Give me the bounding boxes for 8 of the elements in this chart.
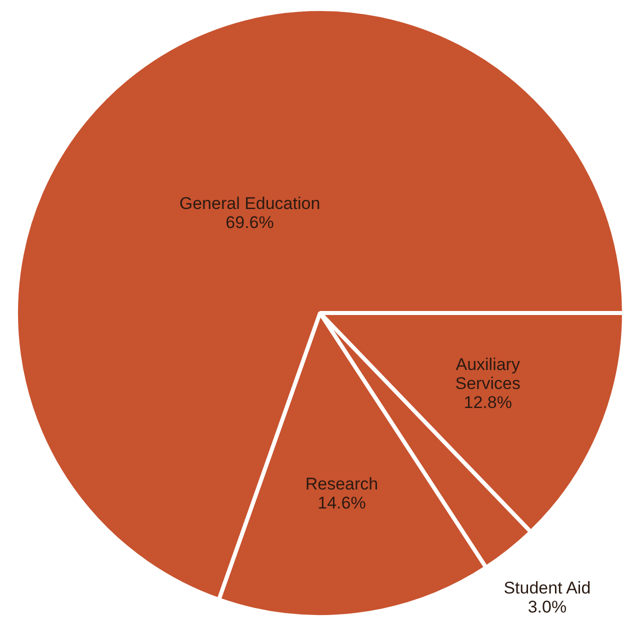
slice-label: Student Aid <box>504 578 591 598</box>
data-label: 3.0% <box>528 598 567 617</box>
data-label: 14.6% <box>318 493 366 512</box>
slice-label: Research <box>305 474 378 494</box>
data-label: 12.8% <box>464 393 512 412</box>
data-label: 69.6% <box>226 212 274 232</box>
slice-label: General Education <box>179 194 320 213</box>
slice-label: Auxiliary Services <box>455 355 520 394</box>
